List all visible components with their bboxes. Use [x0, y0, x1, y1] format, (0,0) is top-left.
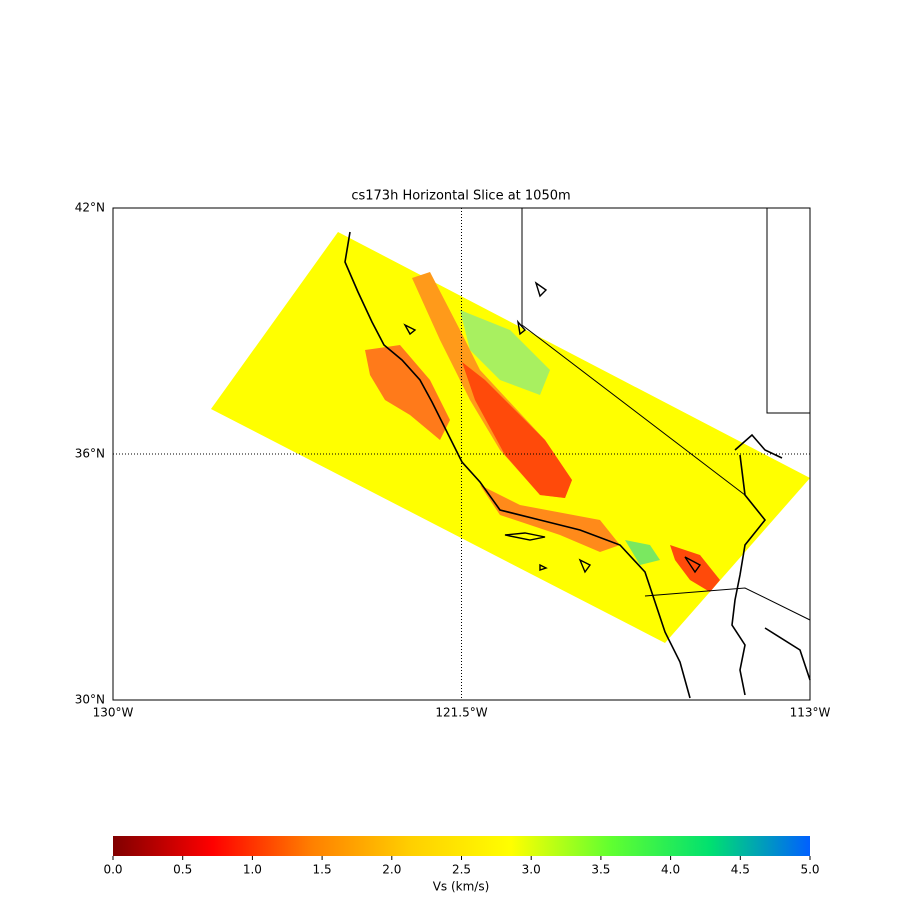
y-tick-label: 36°N — [75, 447, 105, 461]
high-velocity-zone — [625, 540, 660, 565]
low-velocity-zone — [670, 545, 720, 592]
colorbar-tick-label: 2.0 — [382, 863, 401, 877]
x-tick-label: 121.5°W — [435, 706, 487, 720]
colorbar-tick-label: 4.0 — [661, 863, 680, 877]
chart-title: cs173h Horizontal Slice at 1050m — [351, 189, 570, 204]
low-velocity-zone — [365, 345, 450, 440]
map-layer — [211, 208, 811, 699]
colorbar-tick-label: 3.5 — [591, 863, 610, 877]
colorbar-tick-label: 4.5 — [731, 863, 750, 877]
high-velocity-zone — [460, 310, 550, 395]
low-velocity-zone — [480, 485, 620, 552]
colorbar — [113, 836, 810, 856]
colorbar-tick-label: 1.0 — [243, 863, 262, 877]
colorbar-tick-label: 5.0 — [800, 863, 819, 877]
low-velocity-zone — [462, 362, 572, 498]
colorbar-tick-label: 0.0 — [103, 863, 122, 877]
state-border — [521, 208, 811, 621]
island — [403, 281, 702, 574]
colorbar-tick-label: 2.5 — [452, 863, 471, 877]
colorbar-tick-label: 3.0 — [522, 863, 541, 877]
coastline — [344, 231, 691, 699]
y-tick-label: 42°N — [75, 201, 105, 215]
colorbar-tick-label: 1.5 — [313, 863, 332, 877]
x-tick-label: 130°W — [93, 706, 134, 720]
y-tick-label: 30°N — [75, 693, 105, 707]
x-tick-label: 113°W — [790, 706, 831, 720]
colorbar-label: Vs (km/s) — [433, 880, 490, 894]
colorbar-tick-label: 0.5 — [173, 863, 192, 877]
